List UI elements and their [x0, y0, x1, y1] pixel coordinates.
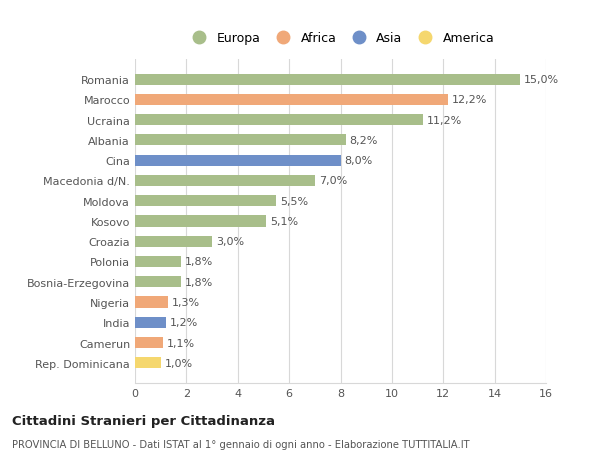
Text: 3,0%: 3,0% [216, 237, 244, 246]
Bar [135, 175, 315, 187]
Text: 11,2%: 11,2% [427, 115, 462, 125]
Bar [135, 297, 169, 308]
Bar [135, 135, 346, 146]
Text: 8,2%: 8,2% [349, 135, 378, 146]
Bar [135, 95, 448, 106]
Text: 1,0%: 1,0% [164, 358, 193, 368]
Text: 1,8%: 1,8% [185, 277, 214, 287]
Text: 15,0%: 15,0% [524, 75, 559, 85]
Text: Cittadini Stranieri per Cittadinanza: Cittadini Stranieri per Cittadinanza [12, 414, 275, 428]
Text: PROVINCIA DI BELLUNO - Dati ISTAT al 1° gennaio di ogni anno - Elaborazione TUTT: PROVINCIA DI BELLUNO - Dati ISTAT al 1° … [12, 440, 470, 449]
Text: 1,8%: 1,8% [185, 257, 214, 267]
Bar [135, 216, 266, 227]
Text: 1,3%: 1,3% [172, 297, 200, 308]
Bar [135, 196, 276, 207]
Bar [135, 115, 422, 126]
Text: 1,2%: 1,2% [170, 318, 198, 328]
Bar [135, 74, 520, 85]
Bar [135, 337, 163, 348]
Bar [135, 277, 181, 288]
Bar [135, 317, 166, 328]
Text: 5,5%: 5,5% [280, 196, 308, 206]
Text: 8,0%: 8,0% [344, 156, 373, 166]
Bar [135, 155, 341, 166]
Bar [135, 256, 181, 268]
Text: 1,1%: 1,1% [167, 338, 195, 348]
Bar [135, 236, 212, 247]
Text: 7,0%: 7,0% [319, 176, 347, 186]
Text: 5,1%: 5,1% [270, 217, 298, 226]
Legend: Europa, Africa, Asia, America: Europa, Africa, Asia, America [182, 27, 499, 50]
Bar [135, 358, 161, 369]
Text: 12,2%: 12,2% [452, 95, 488, 105]
